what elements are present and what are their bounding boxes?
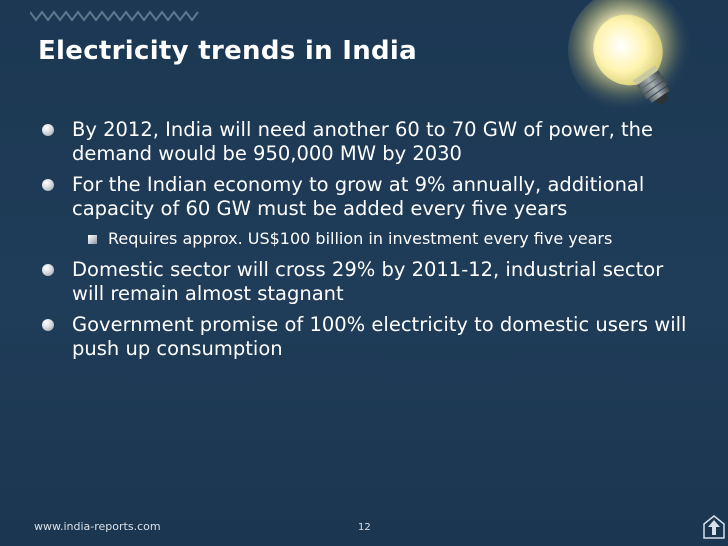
up-arrow-logo-icon xyxy=(703,515,725,539)
bullet-item: Government promise of 100% electricity t… xyxy=(38,313,698,361)
bullet-item: For the Indian economy to grow at 9% ann… xyxy=(38,173,698,221)
sub-bullet-text: Requires approx. US$100 billion in inves… xyxy=(108,229,613,248)
bullet-item: Domestic sector will cross 29% by 2011-1… xyxy=(38,258,698,306)
bullet-text: By 2012, India will need another 60 to 7… xyxy=(72,118,654,165)
decorative-wave-icon xyxy=(30,10,199,22)
bullet-list: By 2012, India will need another 60 to 7… xyxy=(38,118,698,368)
bullet-text: Government promise of 100% electricity t… xyxy=(72,313,687,360)
round-bullet-icon xyxy=(42,179,54,191)
round-bullet-icon xyxy=(42,319,54,331)
round-bullet-icon xyxy=(42,124,54,136)
slide-title: Electricity trends in India xyxy=(38,36,417,66)
footer-url: www.india-reports.com xyxy=(34,520,161,533)
bullet-text: For the Indian economy to grow at 9% ann… xyxy=(72,173,645,220)
bullet-item: By 2012, India will need another 60 to 7… xyxy=(38,118,698,166)
sub-bullet-item: Requires approx. US$100 billion in inves… xyxy=(38,228,698,250)
page-number: 12 xyxy=(358,522,371,533)
square-bullet-icon xyxy=(88,235,97,244)
round-bullet-icon xyxy=(42,264,54,276)
bullet-text: Domestic sector will cross 29% by 2011-1… xyxy=(72,258,664,305)
light-bulb-icon xyxy=(568,0,692,112)
